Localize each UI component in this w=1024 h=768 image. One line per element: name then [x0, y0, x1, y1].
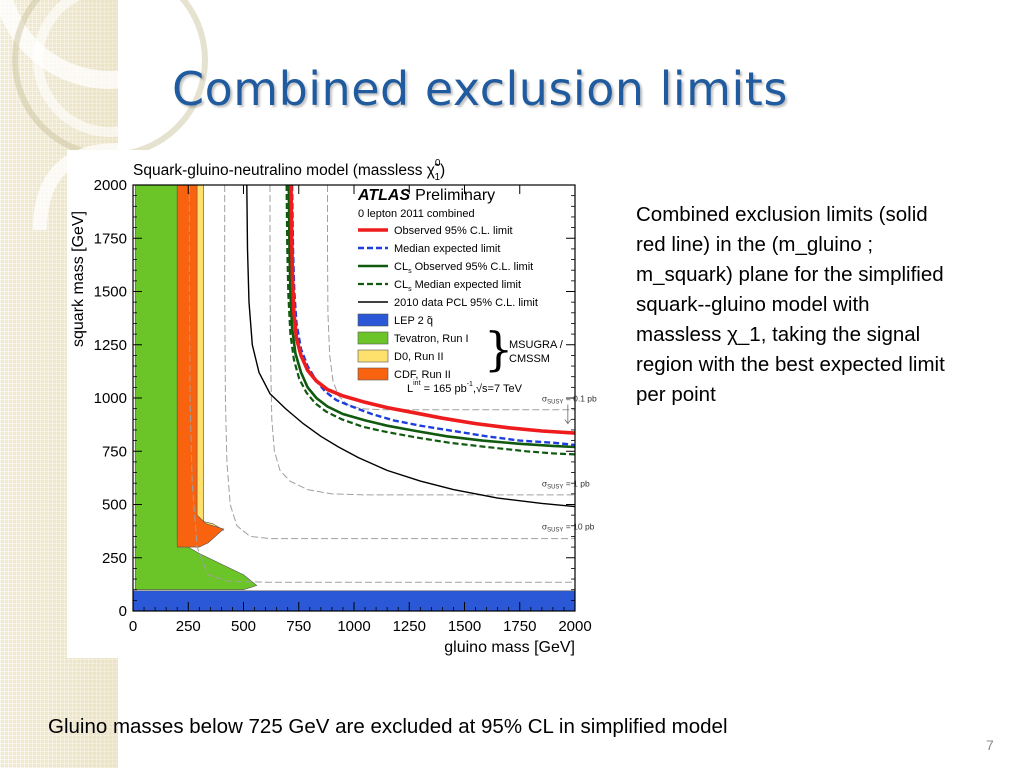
region-cdf: [176, 185, 225, 548]
sigma-annotation: σSUSY = 0.1 pb: [542, 394, 597, 406]
x-tick-label: 250: [176, 618, 201, 635]
sigma-annotation: σSUSY = 10 pb: [542, 521, 595, 533]
legend-label: Median expected limit: [394, 243, 500, 255]
y-tick-label: 1750: [94, 230, 127, 247]
legend: Observed 95% C.L. limit Median expected l…: [357, 225, 538, 381]
y-tick-label: 1250: [94, 337, 127, 354]
y-tick-label: 0: [119, 603, 127, 620]
ticks-layer: 0 250 500 750 1000 1250 1500 1750 2000 0 250 500 750…: [94, 177, 592, 635]
sigma-annotation: σSUSY = 1 pb: [542, 479, 590, 491]
text-layer: Squark-gluino-neutralino model (massless…: [70, 158, 597, 656]
y-tick-label: 750: [102, 443, 127, 460]
legend-swatch-d0: [357, 349, 389, 363]
atlas-label: ATLAS Preliminary: [357, 187, 495, 204]
y-tick-label: 1500: [94, 284, 127, 301]
sigma-arrow-head: [564, 419, 572, 425]
description-text: Combined exclusion limits (solid red lin…: [636, 203, 945, 406]
legend-label: CLs Median expected limit: [394, 279, 521, 293]
x-tick-label: 1750: [503, 618, 536, 635]
x-tick-label: 1000: [337, 618, 370, 635]
x-tick-label: 1250: [393, 618, 426, 635]
legend-swatch-lep: [357, 313, 389, 327]
y-tick-label: 2000: [94, 177, 127, 194]
x-tick-label: 750: [286, 618, 311, 635]
legend-label: 2010 data PCL 95% C.L. limit: [394, 297, 538, 309]
lumi-label: Lint = 165 pb-1,√s=7 TeV: [407, 380, 523, 395]
slide-title: Combined exclusion limits: [172, 62, 788, 116]
x-axis-label: gluino mass [GeV]: [444, 639, 575, 656]
brace: }: [484, 322, 513, 376]
series-line: [246, 185, 575, 508]
series-line: [289, 185, 575, 435]
legend-swatch-tevatron: [357, 331, 389, 345]
y-axis-label: squark mass [GeV]: [70, 211, 87, 347]
x-tick-label: 500: [231, 618, 256, 635]
bottom-note: Gluino masses below 725 GeV are excluded…: [48, 715, 728, 738]
exclusion-chart: 0 250 500 750 1000 1250 1500 1750 2000 0 250 500 750…: [70, 158, 597, 656]
legend-label: CDF, Run II: [394, 369, 451, 381]
lumi-note: 0 lepton 2011 combined: [358, 208, 475, 220]
legend-label: Tevatron, Run I: [394, 333, 469, 345]
y-tick-label: 500: [102, 497, 127, 514]
region-tevatron: [134, 185, 258, 591]
series-line: [188, 185, 575, 583]
sigma-annotations: σSUSY = 0.1 pb σSUSY = 1 pb σSUSY = 10 pb: [542, 394, 597, 534]
series-line: [287, 185, 575, 449]
y-tick-label: 250: [102, 550, 127, 567]
lines-layer: [188, 185, 575, 583]
legend-label: Observed 95% C.L. limit: [394, 225, 513, 237]
series-line: [285, 185, 575, 456]
x-tick-label: 2000: [558, 618, 591, 635]
x-tick-label: 1500: [448, 618, 481, 635]
page-number: 7: [986, 737, 994, 753]
brace-label-2: CMSSM: [509, 353, 550, 365]
chart-title: Squark-gluino-neutralino model (massless…: [133, 158, 445, 183]
x-tick-label: 0: [129, 618, 137, 635]
series-line: [290, 185, 575, 447]
legend-label: CLs Observed 95% C.L. limit: [394, 261, 533, 275]
series-line: [269, 185, 575, 496]
series-line: [224, 185, 575, 540]
y-tick-label: 1000: [94, 390, 127, 407]
legend-swatch-cdf: [357, 367, 389, 381]
legend-label: LEP 2 q̃: [394, 315, 433, 327]
legend-label: D0, Run II: [394, 351, 444, 363]
brace-label-1: MSUGRA /: [509, 339, 564, 351]
